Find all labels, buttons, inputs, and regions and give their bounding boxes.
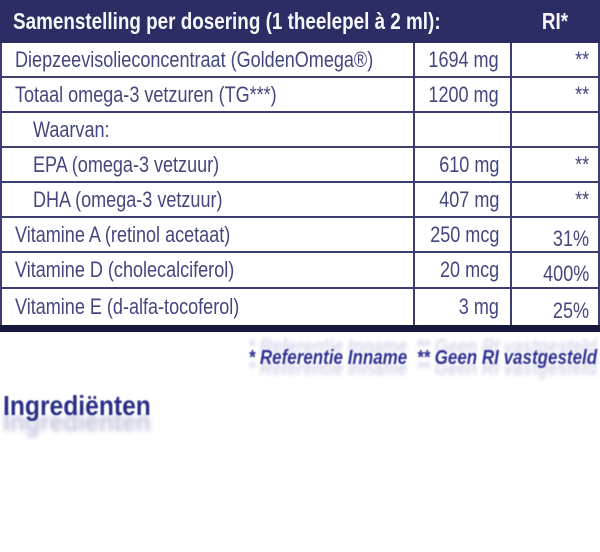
table-header: Samenstelling per dosering (1 theelepel … xyxy=(0,0,600,43)
ri-cell: 25% xyxy=(510,289,598,325)
ri-value: ** xyxy=(574,186,589,212)
table-row: Totaal omega-3 vetzuren (TG***) 1200 mg … xyxy=(2,78,598,113)
amount-value: 610 mg xyxy=(438,151,499,177)
amount-value: 1694 mg xyxy=(428,46,499,72)
ingredient-name-cell: Vitamine A (retinol acetaat) xyxy=(2,218,413,251)
ri-value: ** xyxy=(574,46,589,72)
ri-cell xyxy=(510,113,598,146)
ingredient-name-cell: DHA (omega-3 vetzuur) xyxy=(2,183,413,216)
ingredient-name-cell: Vitamine E (d-alfa-tocoferol) xyxy=(2,289,413,325)
ingredient-name: DHA (omega-3 vetzuur) xyxy=(33,186,223,212)
ri-cell: ** xyxy=(510,43,598,76)
amount-value: 1200 mg xyxy=(428,81,499,107)
table-row: DHA (omega-3 vetzuur) 407 mg ** xyxy=(2,183,598,218)
ingredient-name-cell: EPA (omega-3 vetzuur) xyxy=(2,148,413,181)
table-title: Samenstelling per dosering (1 theelepel … xyxy=(0,8,510,35)
ri-cell: ** xyxy=(510,183,598,216)
ri-column-header-text: RI* xyxy=(541,8,569,34)
ingredient-name: Diepzeevisolieconcentraat (GoldenOmega®) xyxy=(15,46,374,72)
table-body: Diepzeevisolieconcentraat (GoldenOmega®)… xyxy=(0,43,600,325)
table-row: EPA (omega-3 vetzuur) 610 mg ** xyxy=(2,148,598,183)
ingredient-name-cell: Waarvan: xyxy=(2,113,413,146)
amount-value: 20 mcg xyxy=(439,257,499,282)
table-row: Vitamine A (retinol acetaat) 250 mcg 31% xyxy=(2,218,598,253)
amount-cell: 610 mg xyxy=(413,148,510,181)
table-title-text: Samenstelling per dosering (1 theelepel … xyxy=(13,8,441,34)
ri-column-header: RI* xyxy=(510,8,600,35)
ingredients-heading: Ingrediënten xyxy=(3,390,171,422)
ingredient-name-cell: Diepzeevisolieconcentraat (GoldenOmega®) xyxy=(2,43,413,76)
composition-table: Samenstelling per dosering (1 theelepel … xyxy=(0,0,600,332)
amount-value: 407 mg xyxy=(438,186,499,212)
ri-value: 400% xyxy=(542,261,589,286)
ri-value: ** xyxy=(574,151,589,177)
table-bottom-border xyxy=(0,325,600,332)
ri-value: 25% xyxy=(552,298,589,323)
footnote: * Referentie Inname ** Geen RI vastgeste… xyxy=(187,347,597,370)
ingredient-name: Totaal omega-3 vetzuren (TG***) xyxy=(15,81,277,107)
ingredient-name-cell: Totaal omega-3 vetzuren (TG***) xyxy=(2,78,413,111)
amount-cell: 20 mcg xyxy=(413,253,510,287)
amount-cell: 407 mg xyxy=(413,183,510,216)
ingredient-name-cell: Vitamine D (cholecalciferol) xyxy=(2,253,413,287)
ri-cell: 400% xyxy=(510,253,598,287)
footnote-text: * Referentie Inname ** Geen RI vastgeste… xyxy=(248,347,597,369)
ri-cell: ** xyxy=(510,148,598,181)
amount-cell: 3 mg xyxy=(413,289,510,325)
amount-value: 250 mcg xyxy=(429,221,499,247)
ingredient-name: Vitamine A (retinol acetaat) xyxy=(15,221,231,247)
amount-cell: 1200 mg xyxy=(413,78,510,111)
table-row: Vitamine D (cholecalciferol) 20 mcg 400% xyxy=(2,253,598,289)
ri-value: ** xyxy=(574,81,589,107)
table-row: Waarvan: xyxy=(2,113,598,148)
ingredient-name: Vitamine D (cholecalciferol) xyxy=(15,257,235,282)
table-row: Diepzeevisolieconcentraat (GoldenOmega®)… xyxy=(2,43,598,78)
amount-value: 3 mg xyxy=(458,294,499,319)
ri-value: 31% xyxy=(552,225,589,251)
amount-cell: 250 mcg xyxy=(413,218,510,251)
ingredient-name: Waarvan: xyxy=(33,116,110,142)
ingredient-name: EPA (omega-3 vetzuur) xyxy=(33,151,220,177)
ingredient-name: Vitamine E (d-alfa-tocoferol) xyxy=(15,294,240,319)
amount-cell xyxy=(413,113,510,146)
table-row: Vitamine E (d-alfa-tocoferol) 3 mg 25% xyxy=(2,289,598,325)
ingredients-heading-text: Ingrediënten xyxy=(3,390,151,421)
ri-cell: ** xyxy=(510,78,598,111)
ri-cell: 31% xyxy=(510,218,598,251)
amount-cell: 1694 mg xyxy=(413,43,510,76)
